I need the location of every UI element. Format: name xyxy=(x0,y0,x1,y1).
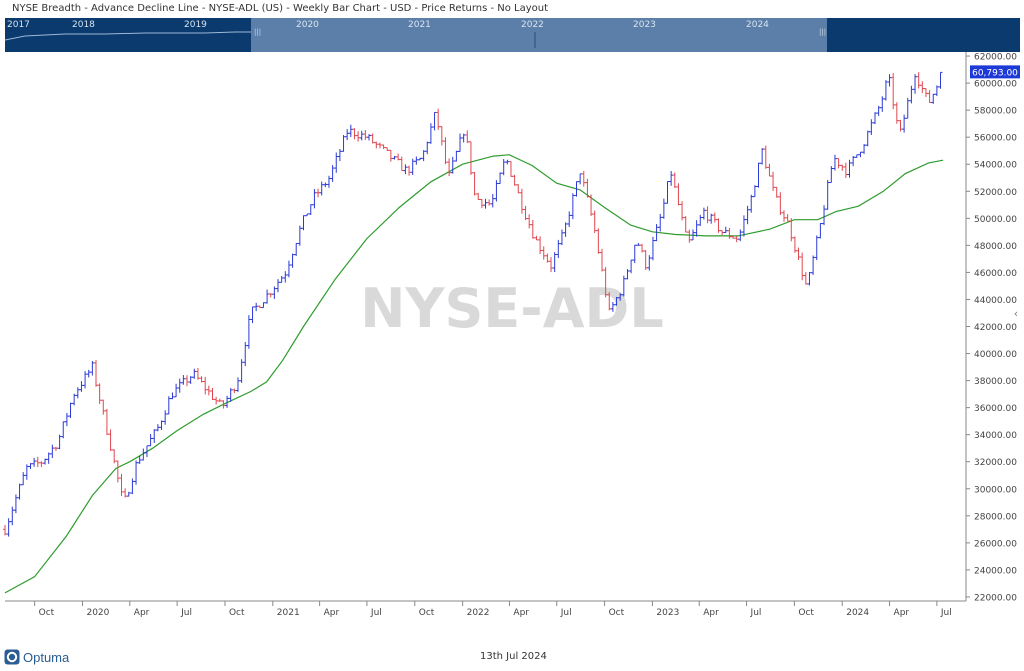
watermark-text: NYSE-ADL xyxy=(360,277,664,340)
x-tick-label: Apr xyxy=(134,608,150,618)
x-tick-label: 2022 xyxy=(467,608,490,618)
navigator-year-2019: 2019 xyxy=(184,20,207,30)
x-tick-label: Oct xyxy=(609,608,625,618)
y-tick-label: 56000.00 xyxy=(974,134,1017,144)
price-chart[interactable]: NYSE-ADL 22000.00 24000.00 26000.00 28000.0… xyxy=(0,52,1024,645)
x-tick-label: Jul xyxy=(940,608,952,618)
y-tick-label: 22000.00 xyxy=(974,593,1017,603)
navigator-sparkline: ||| ||| xyxy=(5,28,826,48)
y-tick-label: 26000.00 xyxy=(974,539,1017,549)
x-tick-label: Jul xyxy=(560,608,572,618)
x-tick-label: Oct xyxy=(39,608,55,618)
collapse-panel-arrow-icon[interactable]: ‹ xyxy=(1013,307,1019,320)
y-tick-label: 44000.00 xyxy=(974,296,1017,306)
y-tick-label: 46000.00 xyxy=(974,269,1017,279)
y-tick-label: 32000.00 xyxy=(974,458,1017,468)
y-tick-label: 28000.00 xyxy=(974,512,1017,522)
moving-average-line xyxy=(4,154,944,594)
x-tick-label: Apr xyxy=(324,608,340,618)
navigator-year-2018: 2018 xyxy=(72,20,95,30)
optuma-logo: Optuma xyxy=(4,649,69,665)
navigator-year-2021: 2021 xyxy=(408,20,431,30)
last-price-label: 60,793.00 xyxy=(972,68,1018,78)
y-tick-label: 52000.00 xyxy=(974,188,1017,198)
plot-area xyxy=(5,52,966,601)
navigator-year-2024: 2024 xyxy=(746,20,769,30)
optuma-logo-icon xyxy=(4,649,20,665)
x-tick-label: 2024 xyxy=(846,608,869,618)
y-tick-label: 38000.00 xyxy=(974,377,1017,387)
x-tick-label: 2023 xyxy=(656,608,679,618)
chart-date-label: 13th Jul 2024 xyxy=(480,651,547,662)
y-tick-label: 62000.00 xyxy=(974,53,1017,63)
x-tick-label: 2020 xyxy=(86,608,109,618)
y-tick-label: 54000.00 xyxy=(974,161,1017,171)
x-tick-label: Apr xyxy=(894,608,910,618)
x-tick-label: Jul xyxy=(750,608,762,618)
x-tick-label: Oct xyxy=(419,608,435,618)
y-tick-label: 42000.00 xyxy=(974,323,1017,333)
x-tick-label: Apr xyxy=(703,608,719,618)
svg-text:|||: ||| xyxy=(254,28,261,36)
x-tick-label: Jul xyxy=(370,608,382,618)
navigator-year-2017: 2017 xyxy=(7,20,30,30)
y-tick-label: 48000.00 xyxy=(974,242,1017,252)
y-tick-label: 36000.00 xyxy=(974,404,1017,414)
weekly-bar xyxy=(938,71,943,89)
y-tick-label: 30000.00 xyxy=(974,485,1017,495)
last-price-tag xyxy=(970,65,1020,79)
y-tick-label: 58000.00 xyxy=(974,107,1017,117)
timeline-navigator[interactable]: ||| ||| 2017 2018 2019 2020 2021 2022 20… xyxy=(5,18,1020,52)
x-tick-label: Jul xyxy=(180,608,192,618)
navigator-year-2022: 2022 xyxy=(521,20,544,30)
x-tick-label: Oct xyxy=(798,608,814,618)
navigator-year-2020: 2020 xyxy=(296,20,319,30)
x-tick-label: Oct xyxy=(229,608,245,618)
navigator-year-2023: 2023 xyxy=(633,20,656,30)
navigator-visible-window[interactable] xyxy=(251,18,827,52)
x-tick-label: 2021 xyxy=(277,608,300,618)
y-tick-label: 40000.00 xyxy=(974,350,1017,360)
x-tick-label: Apr xyxy=(513,608,529,618)
y-tick-label: 60000.00 xyxy=(974,80,1017,90)
footer-bar: Optuma 13th Jul 2024 xyxy=(0,645,1024,671)
y-tick-label: 34000.00 xyxy=(974,431,1017,441)
svg-text:|||: ||| xyxy=(819,28,826,36)
y-tick-label: 24000.00 xyxy=(974,566,1017,576)
chart-title: NYSE Breadth - Advance Decline Line - NY… xyxy=(12,3,549,14)
y-tick-label: 50000.00 xyxy=(974,215,1017,225)
optuma-logo-text: Optuma xyxy=(23,649,70,665)
